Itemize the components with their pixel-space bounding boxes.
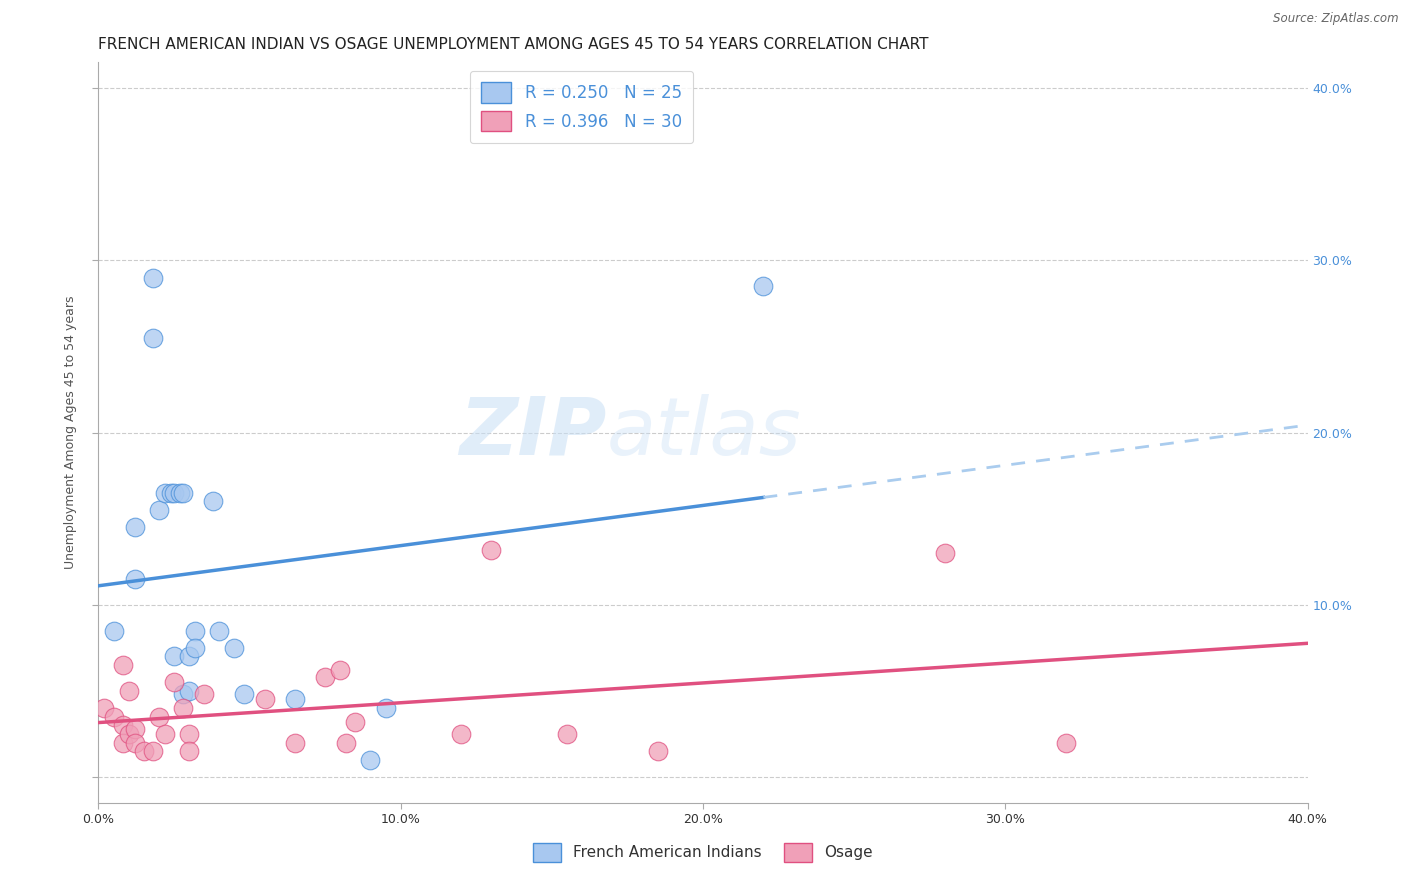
Point (124, 520, 146, 534)
Point (284, 735, 307, 749)
Point (481, 542, 503, 557)
Point (169, 486, 191, 500)
Point (148, 503, 170, 517)
Point (647, 744, 669, 758)
Point (163, 675, 186, 690)
Point (1054, 735, 1077, 749)
Point (284, 692, 307, 706)
Text: ZIP: ZIP (458, 393, 606, 472)
Point (172, 486, 194, 500)
Point (142, 331, 165, 345)
Point (450, 727, 472, 741)
Point (153, 486, 176, 500)
Point (934, 546, 956, 560)
Point (172, 701, 194, 715)
Point (555, 727, 578, 741)
Point (374, 701, 396, 715)
Point (184, 624, 207, 638)
Point (93, 701, 115, 715)
Point (103, 709, 125, 723)
Text: Source: ZipAtlas.com: Source: ZipAtlas.com (1274, 12, 1399, 25)
Point (202, 494, 225, 508)
Point (163, 486, 186, 500)
Point (172, 687, 194, 701)
Point (179, 649, 201, 664)
Point (329, 663, 352, 677)
Point (163, 649, 186, 664)
Point (179, 684, 201, 698)
Point (179, 727, 201, 741)
Text: atlas: atlas (606, 393, 801, 472)
Point (118, 684, 141, 698)
Point (253, 692, 276, 706)
Point (111, 658, 134, 673)
Point (184, 640, 207, 655)
Point (360, 753, 382, 767)
Point (224, 640, 246, 655)
Point (208, 624, 231, 638)
Point (124, 572, 146, 586)
Point (142, 270, 165, 285)
Point (124, 722, 146, 736)
Point (124, 735, 146, 749)
Point (142, 744, 165, 758)
Point (232, 687, 254, 701)
Legend: French American Indians, Osage: French American Indians, Osage (526, 835, 880, 869)
Y-axis label: Unemployment Among Ages 45 to 54 years: Unemployment Among Ages 45 to 54 years (63, 296, 77, 569)
Point (160, 486, 183, 500)
Point (118, 727, 141, 741)
Point (111, 735, 134, 749)
Point (103, 624, 125, 638)
Point (335, 735, 357, 749)
Point (153, 727, 176, 741)
Point (179, 744, 201, 758)
Point (193, 687, 215, 701)
Point (314, 670, 336, 684)
Point (344, 714, 367, 729)
Point (132, 744, 155, 758)
Point (148, 709, 170, 723)
Point (111, 718, 134, 732)
Point (752, 279, 775, 293)
Text: FRENCH AMERICAN INDIAN VS OSAGE UNEMPLOYMENT AMONG AGES 45 TO 54 YEARS CORRELATI: FRENCH AMERICAN INDIAN VS OSAGE UNEMPLOY… (98, 37, 929, 52)
